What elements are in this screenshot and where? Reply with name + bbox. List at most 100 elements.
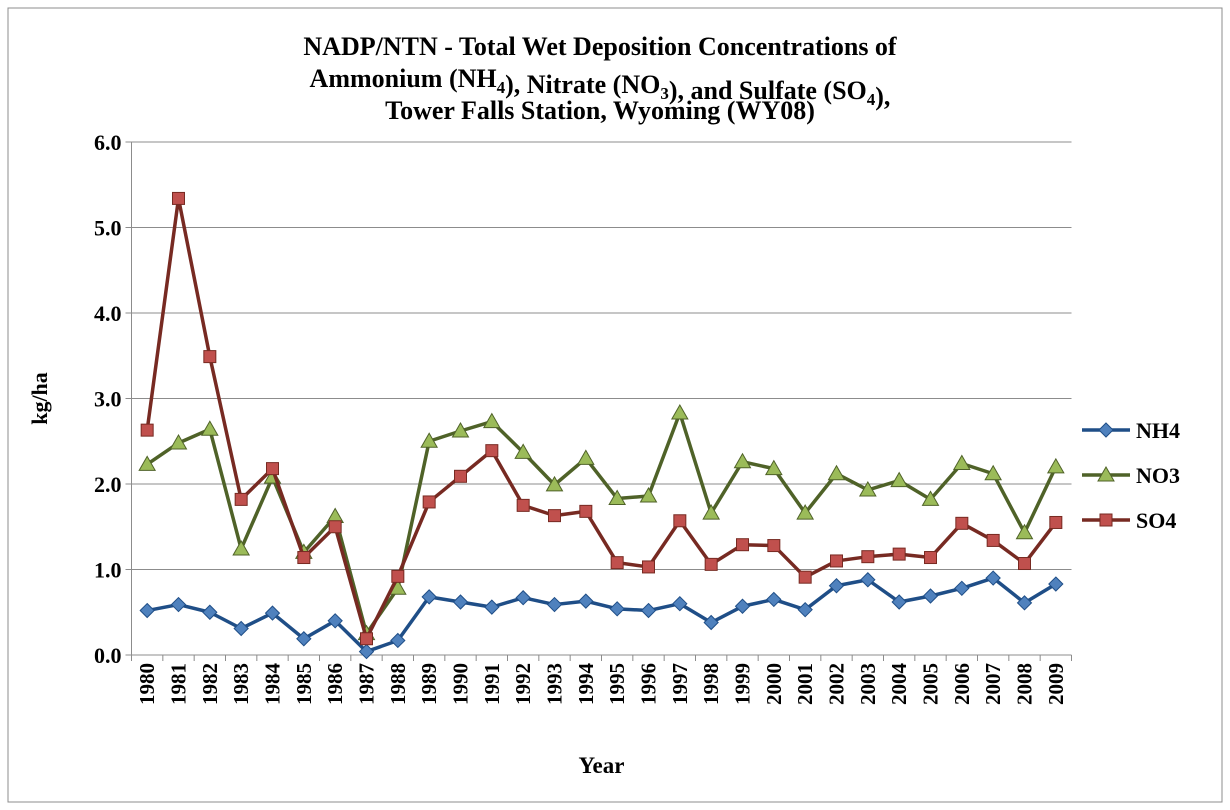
data-marker xyxy=(515,590,531,606)
legend-marker xyxy=(1097,465,1115,482)
x-tick-label: 2005 xyxy=(919,663,943,705)
x-tick-label: 1986 xyxy=(323,663,347,705)
data-marker xyxy=(952,454,971,470)
data-marker xyxy=(640,602,657,619)
x-tick-label: 2000 xyxy=(762,663,786,705)
data-marker xyxy=(984,464,1003,481)
data-marker xyxy=(796,504,815,520)
x-tick-label: 1983 xyxy=(229,663,253,705)
data-marker xyxy=(767,539,781,553)
data-marker xyxy=(233,620,249,637)
data-marker xyxy=(482,412,501,429)
data-marker xyxy=(420,432,439,448)
data-marker xyxy=(360,632,373,646)
data-marker xyxy=(830,554,843,568)
data-marker xyxy=(327,613,343,629)
data-marker xyxy=(1018,557,1031,571)
data-marker xyxy=(296,631,312,647)
data-marker xyxy=(391,569,405,583)
data-marker xyxy=(138,455,157,471)
data-marker xyxy=(548,509,561,523)
y-tick-label: 2.0 xyxy=(94,472,122,497)
data-marker xyxy=(421,589,437,605)
data-marker xyxy=(266,462,279,476)
legend-label: SO4 xyxy=(1136,508,1176,533)
legend-label: NH4 xyxy=(1136,418,1180,443)
y-tick-label: 5.0 xyxy=(94,216,122,241)
x-tick-label: 1989 xyxy=(417,663,441,705)
data-marker xyxy=(140,423,154,437)
data-marker xyxy=(672,595,688,612)
data-marker xyxy=(1046,457,1065,474)
x-tick-label: 1997 xyxy=(668,663,692,705)
data-marker xyxy=(545,475,564,492)
data-marker xyxy=(703,614,719,631)
data-marker xyxy=(861,550,875,564)
x-tick-label: 1987 xyxy=(355,663,379,705)
data-marker xyxy=(955,516,969,530)
data-marker xyxy=(390,632,406,649)
data-marker xyxy=(734,598,751,614)
y-tick-label: 3.0 xyxy=(94,387,122,412)
data-marker xyxy=(516,498,530,512)
data-marker xyxy=(828,578,845,594)
data-marker xyxy=(609,601,625,617)
x-tick-label: 1980 xyxy=(135,663,159,705)
x-tick-label: 2008 xyxy=(1013,663,1037,705)
chart-frame xyxy=(7,7,1223,803)
data-marker xyxy=(576,449,595,465)
data-marker xyxy=(827,464,846,481)
data-marker xyxy=(736,538,749,552)
x-tick-label: 2009 xyxy=(1044,663,1068,705)
data-marker xyxy=(733,452,752,469)
x-tick-label: 1995 xyxy=(605,663,629,705)
legend-label: NO3 xyxy=(1136,463,1180,488)
data-marker xyxy=(639,486,658,503)
data-marker xyxy=(484,599,500,615)
data-marker xyxy=(670,404,689,420)
x-tick-label: 1984 xyxy=(261,663,285,706)
data-marker xyxy=(702,504,721,520)
x-tick-label: 2006 xyxy=(950,663,974,705)
data-marker xyxy=(1016,595,1033,611)
data-marker xyxy=(297,551,311,565)
data-marker xyxy=(328,520,342,534)
x-tick-label: 1985 xyxy=(292,663,316,705)
data-marker xyxy=(891,594,907,610)
data-marker xyxy=(954,580,970,597)
data-marker xyxy=(890,471,909,488)
data-marker xyxy=(358,643,375,660)
data-marker xyxy=(170,596,187,613)
data-marker xyxy=(642,560,655,574)
data-marker xyxy=(921,490,940,506)
data-marker xyxy=(422,495,436,509)
x-tick-label: 1996 xyxy=(637,663,661,705)
data-marker xyxy=(704,557,718,571)
data-marker xyxy=(1049,515,1063,529)
data-marker xyxy=(200,420,219,436)
chart-title: Tower Falls Station, Wyoming (WY08) xyxy=(385,96,815,125)
data-marker xyxy=(234,492,248,506)
data-marker xyxy=(608,489,627,506)
data-marker xyxy=(860,572,876,588)
data-marker xyxy=(986,533,1000,547)
x-tick-label: 1992 xyxy=(511,663,535,705)
x-tick-label: 2002 xyxy=(825,663,849,705)
data-marker xyxy=(985,570,1001,586)
x-tick-label: 1991 xyxy=(480,663,504,705)
y-axis-label: kg/ha xyxy=(27,372,52,425)
x-tick-label: 2001 xyxy=(793,663,817,705)
data-marker xyxy=(797,601,813,618)
data-marker xyxy=(922,588,939,604)
x-tick-label: 1990 xyxy=(449,663,473,705)
data-marker xyxy=(451,421,470,438)
legend-marker xyxy=(1099,513,1113,527)
data-marker xyxy=(673,514,687,528)
x-tick-label: 2007 xyxy=(981,663,1005,705)
y-tick-label: 0.0 xyxy=(94,643,122,668)
data-marker xyxy=(232,539,251,556)
x-tick-label: 1999 xyxy=(731,663,755,705)
data-marker xyxy=(264,605,281,621)
x-tick-label: 1998 xyxy=(699,663,723,705)
